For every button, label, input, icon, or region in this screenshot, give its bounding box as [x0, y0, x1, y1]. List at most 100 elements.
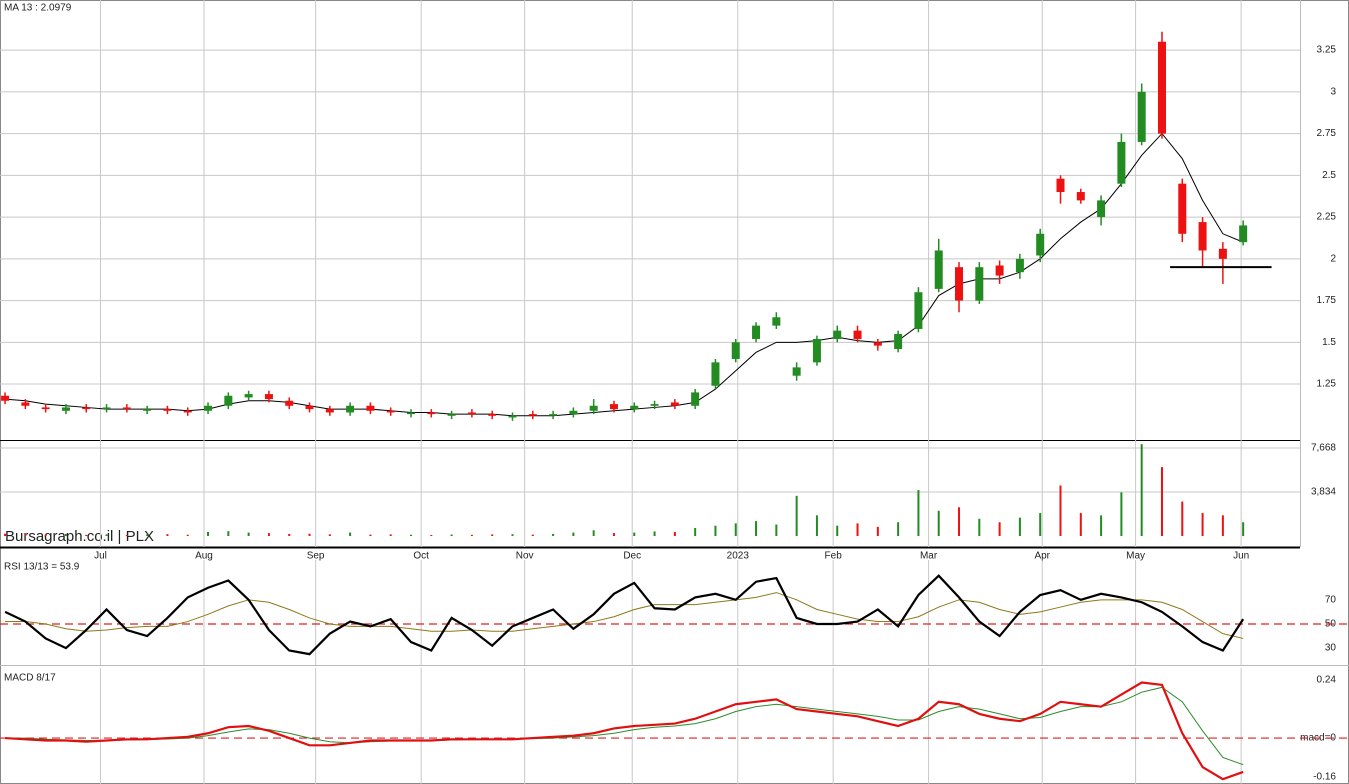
candle-body	[1076, 192, 1085, 201]
candle-body	[82, 407, 91, 410]
x-tick-label: Sep	[307, 551, 325, 562]
candle-body	[407, 412, 416, 415]
candle-body	[143, 409, 152, 411]
candle-body	[609, 404, 618, 410]
candle-body	[752, 325, 761, 339]
candle-body	[975, 267, 984, 301]
volume-bar	[1242, 522, 1245, 536]
volume-bar	[1201, 513, 1204, 536]
candle-body	[21, 402, 30, 406]
indicator-line	[5, 686, 1244, 766]
candle-body	[224, 395, 233, 406]
candle-body	[1015, 258, 1024, 273]
volume-bar	[795, 495, 798, 536]
volume-bar	[44, 534, 47, 536]
y-tick-label: 7,668	[1311, 443, 1336, 454]
x-tick-label: May	[1126, 551, 1145, 562]
volume-bar	[146, 534, 149, 536]
candle-body	[934, 250, 943, 289]
volume-bar	[511, 534, 514, 536]
x-tick-label: Jul	[94, 551, 107, 562]
candle-body	[204, 405, 213, 411]
volume-bar	[125, 534, 128, 536]
candle-body	[41, 407, 50, 410]
candle-body	[1218, 248, 1227, 259]
volume-bar	[998, 522, 1001, 536]
volume-bar	[612, 533, 615, 536]
candle-body	[772, 317, 781, 326]
candle-body	[711, 362, 720, 386]
volume-bar	[24, 534, 27, 536]
candle-body	[467, 412, 476, 415]
y-tick-label: 3,834	[1311, 487, 1336, 498]
candle-body	[812, 338, 821, 363]
volume-bar	[1140, 444, 1143, 536]
volume-bar	[410, 534, 413, 536]
candle-body	[894, 333, 903, 349]
x-tick-label: Feb	[825, 551, 843, 562]
volume-bar	[1221, 515, 1224, 536]
y-tick-label: 70	[1325, 594, 1337, 605]
indicator-line	[5, 592, 1244, 639]
candle-body	[325, 409, 334, 413]
candle-body	[102, 407, 111, 410]
candle-body	[163, 409, 172, 411]
volume-bar	[85, 534, 88, 536]
volume-bar	[105, 534, 108, 536]
candle-body	[1178, 183, 1187, 234]
candle-body	[528, 414, 537, 416]
x-tick-label: Dec	[623, 551, 641, 562]
volume-bar	[673, 531, 676, 536]
y-tick-label: 1.75	[1317, 295, 1337, 306]
candle-body	[1239, 225, 1248, 243]
candle-body	[122, 407, 131, 410]
volume-bar	[937, 510, 940, 536]
volume-bar	[531, 534, 534, 536]
volume-bar	[288, 533, 291, 536]
volume-bar	[389, 534, 392, 536]
candle-body	[244, 394, 253, 398]
candle-body	[670, 402, 679, 406]
candle-body	[285, 400, 294, 406]
volume-bar	[227, 531, 230, 536]
volume-bar	[450, 534, 453, 536]
indicator-line	[5, 681, 1244, 781]
candle-body	[853, 330, 862, 339]
volume-bar	[958, 507, 961, 536]
y-tick-label: 2.75	[1317, 128, 1337, 139]
volume-bar	[1079, 513, 1082, 536]
candle-body	[1157, 41, 1166, 134]
y-tick-label: 30	[1325, 643, 1337, 654]
brand: Bursagraph.co.il | PLX	[5, 528, 154, 545]
x-tick-label: Mar	[920, 551, 938, 562]
volume-bar	[349, 532, 352, 536]
candle-body	[427, 412, 436, 415]
volume-bar	[207, 531, 210, 536]
candle-body	[386, 410, 395, 413]
volume-bar	[592, 530, 595, 536]
volume-bar	[876, 526, 879, 536]
volume-bar	[1160, 467, 1163, 536]
volume-bar	[430, 534, 433, 536]
candle-body	[1056, 178, 1065, 193]
volume-bar	[633, 532, 636, 536]
volume-bar	[328, 534, 331, 536]
candle-body	[264, 394, 273, 400]
candle-body	[346, 405, 355, 413]
volume-bar	[4, 533, 7, 536]
candle-body	[1097, 200, 1106, 218]
volume-bar	[815, 515, 818, 536]
volume-bar	[1100, 515, 1103, 536]
volume-bar	[734, 523, 737, 536]
x-tick-label: Oct	[413, 551, 429, 562]
volume-bar	[917, 490, 920, 536]
y-tick-label: 2.25	[1317, 212, 1337, 223]
y-tick-label: -0.16	[1313, 771, 1336, 782]
volume-bar	[186, 534, 189, 536]
candle-body	[995, 265, 1004, 276]
y-tick-label: 0.24	[1317, 675, 1337, 686]
volume-bar	[1181, 501, 1184, 536]
volume-bar	[978, 518, 981, 536]
